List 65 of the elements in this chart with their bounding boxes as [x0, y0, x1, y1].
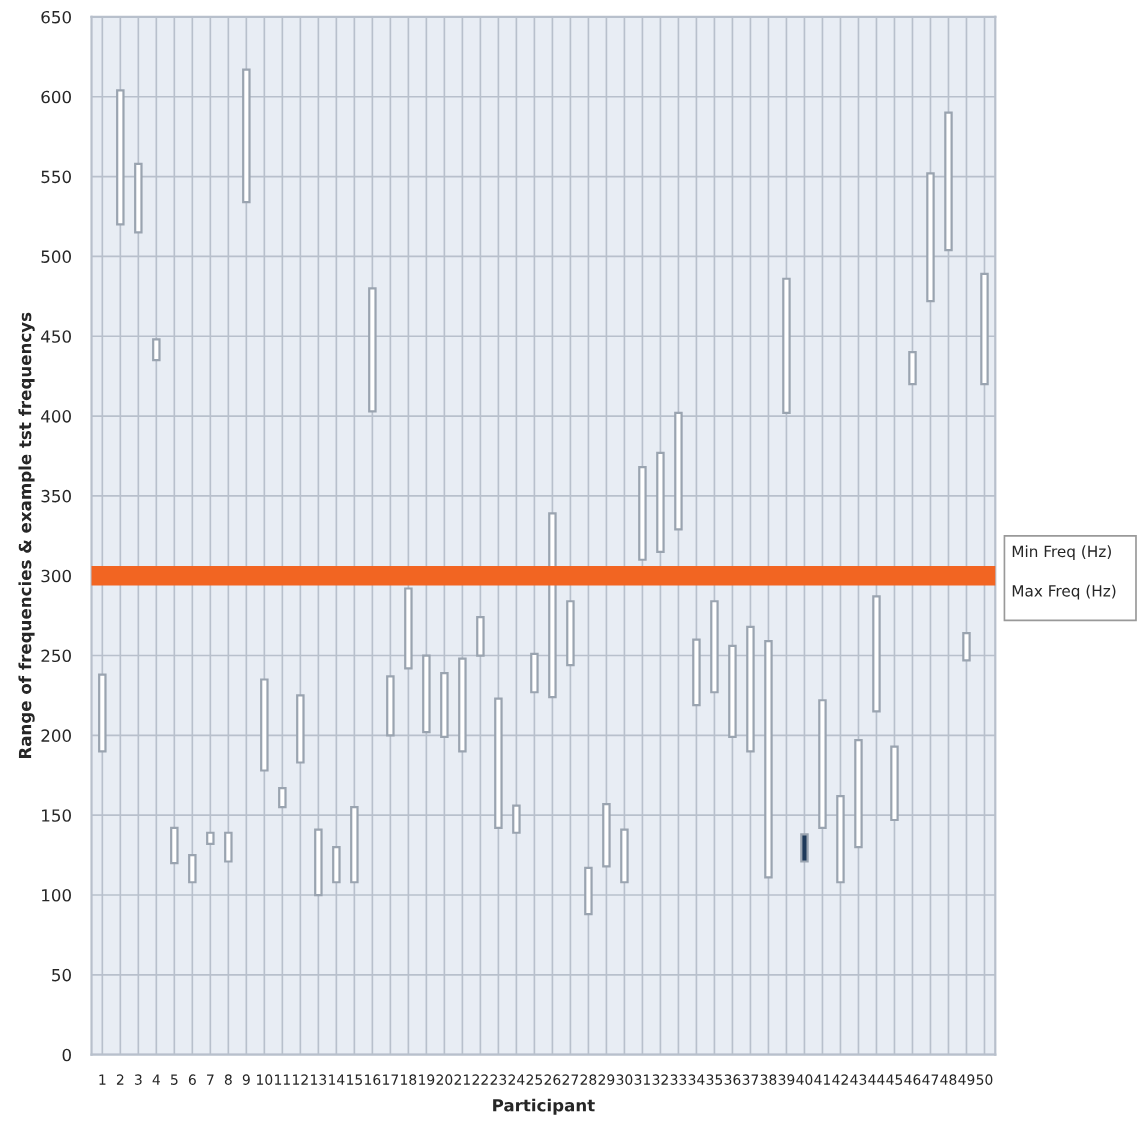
bar — [440, 671, 449, 739]
y-tick-label: 250 — [41, 649, 71, 663]
bar — [782, 277, 791, 414]
y-tick-label: 100 — [42, 888, 71, 902]
bar — [350, 806, 359, 884]
bar — [260, 678, 269, 772]
bar — [314, 828, 323, 897]
bar — [494, 697, 503, 830]
y-tick-label: 600 — [41, 90, 71, 104]
bar — [530, 652, 539, 694]
bar — [944, 111, 953, 252]
y-tick-label: 350 — [41, 489, 71, 503]
y-tick-label: 450 — [41, 330, 71, 343]
bar — [620, 828, 629, 884]
bar — [134, 162, 143, 234]
y-tick-label: 500 — [41, 250, 71, 263]
y-tick-label: 0 — [62, 1048, 71, 1062]
bar — [566, 600, 575, 667]
bar — [206, 831, 215, 846]
bar — [800, 833, 809, 863]
bar — [368, 287, 377, 413]
y-tick-label: 550 — [41, 170, 71, 184]
bar — [116, 89, 125, 226]
bar — [692, 638, 701, 707]
bar — [404, 587, 413, 670]
y-tick-label: 400 — [41, 410, 71, 423]
bar — [278, 786, 287, 809]
bar — [242, 68, 251, 204]
x-axis-title: Participant — [493, 1098, 595, 1115]
bar — [674, 411, 683, 531]
bar — [872, 595, 881, 713]
bar — [980, 272, 989, 386]
bar — [710, 600, 719, 694]
bar — [170, 826, 179, 865]
bar — [296, 694, 305, 764]
bar — [602, 802, 611, 868]
bar — [890, 745, 899, 822]
bar — [854, 739, 863, 849]
bar — [152, 338, 161, 362]
bar — [476, 616, 485, 657]
bar — [422, 654, 431, 734]
bar — [656, 451, 665, 553]
bar — [962, 632, 971, 662]
bar — [584, 866, 593, 916]
bar — [764, 640, 773, 879]
bar — [746, 625, 755, 753]
y-tick-label: 150 — [42, 809, 71, 822]
bar — [98, 673, 107, 753]
y-tick-label: 650 — [41, 10, 71, 24]
bar — [836, 794, 845, 884]
bar — [818, 699, 827, 830]
bar — [386, 675, 395, 737]
bar — [458, 657, 467, 753]
y-tick-label: 200 — [41, 729, 71, 742]
bar — [332, 846, 341, 884]
bar — [224, 831, 233, 863]
y-tick-label: 300 — [41, 569, 71, 583]
bar — [512, 804, 521, 834]
bar — [926, 172, 935, 303]
bar — [638, 466, 647, 561]
bar — [188, 854, 197, 884]
bar — [728, 644, 737, 739]
y-axis-title: Range of frequencies & example tst frequencys — [18, 312, 35, 759]
bar — [908, 351, 917, 386]
y-tick-label: 50 — [52, 968, 71, 982]
